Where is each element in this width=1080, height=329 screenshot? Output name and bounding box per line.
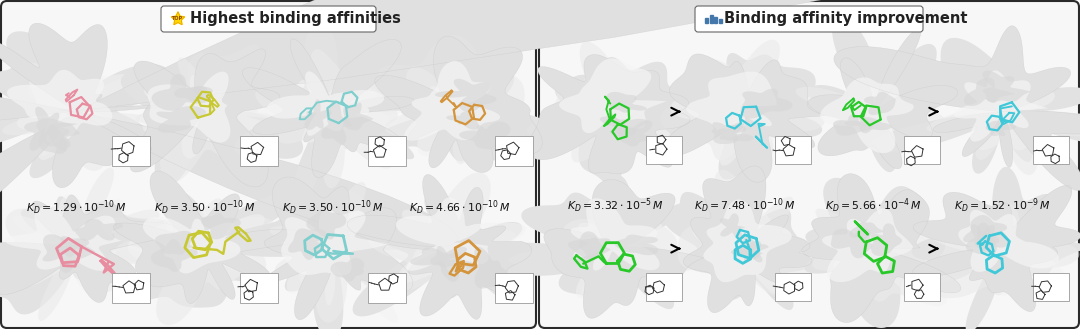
Bar (718, 19, 721, 23)
Polygon shape (680, 40, 824, 160)
Polygon shape (913, 185, 1080, 312)
Polygon shape (430, 246, 461, 282)
Text: TOP: TOP (173, 16, 184, 21)
Polygon shape (281, 209, 390, 275)
Polygon shape (459, 122, 511, 150)
Polygon shape (831, 229, 873, 258)
Polygon shape (127, 208, 265, 292)
FancyBboxPatch shape (496, 273, 534, 303)
Polygon shape (615, 235, 658, 255)
Polygon shape (986, 121, 1016, 136)
Polygon shape (808, 17, 940, 172)
Polygon shape (225, 190, 401, 329)
Polygon shape (828, 59, 945, 149)
Polygon shape (718, 122, 754, 141)
Polygon shape (820, 77, 914, 153)
Polygon shape (348, 174, 531, 319)
Polygon shape (234, 22, 424, 210)
Polygon shape (963, 215, 1009, 248)
Polygon shape (57, 236, 90, 257)
FancyBboxPatch shape (112, 136, 150, 166)
Text: $K_D = 7.48 \cdot 10^{-10}\,M$: $K_D = 7.48 \cdot 10^{-10}\,M$ (693, 196, 795, 215)
FancyBboxPatch shape (904, 136, 941, 164)
FancyBboxPatch shape (240, 273, 278, 303)
Polygon shape (446, 111, 478, 130)
Polygon shape (579, 238, 610, 260)
Polygon shape (796, 70, 945, 159)
Polygon shape (509, 175, 705, 309)
Polygon shape (267, 71, 384, 136)
Polygon shape (912, 167, 1080, 329)
Polygon shape (375, 36, 542, 172)
Polygon shape (16, 64, 134, 161)
Polygon shape (386, 64, 525, 164)
Polygon shape (568, 231, 611, 259)
Polygon shape (599, 116, 647, 137)
Polygon shape (703, 199, 792, 282)
Polygon shape (353, 194, 585, 316)
Polygon shape (102, 191, 312, 308)
Polygon shape (265, 177, 413, 320)
Polygon shape (330, 258, 364, 282)
Polygon shape (368, 172, 516, 294)
FancyBboxPatch shape (646, 273, 683, 301)
Polygon shape (113, 171, 312, 304)
Polygon shape (343, 103, 374, 130)
Polygon shape (948, 71, 1055, 150)
Polygon shape (24, 107, 78, 151)
FancyBboxPatch shape (775, 136, 811, 164)
Polygon shape (974, 223, 999, 255)
Text: $K_D = 4.66 \cdot 10^{-10}\,M$: $K_D = 4.66 \cdot 10^{-10}\,M$ (409, 199, 511, 217)
Polygon shape (172, 12, 185, 25)
Polygon shape (661, 54, 824, 182)
Polygon shape (870, 223, 902, 256)
Polygon shape (606, 92, 647, 113)
Polygon shape (151, 74, 213, 111)
Text: Highest binding affinities: Highest binding affinities (190, 12, 401, 27)
Polygon shape (927, 206, 1067, 296)
Polygon shape (983, 71, 1030, 102)
Polygon shape (307, 210, 347, 240)
Text: $K_D = 1.52 \cdot 10^{-9}\,M$: $K_D = 1.52 \cdot 10^{-9}\,M$ (954, 196, 1051, 215)
Polygon shape (677, 170, 809, 310)
Polygon shape (242, 39, 414, 178)
Polygon shape (76, 219, 123, 241)
FancyBboxPatch shape (1034, 136, 1069, 164)
Polygon shape (570, 198, 660, 270)
Polygon shape (528, 55, 690, 174)
Polygon shape (544, 180, 704, 318)
Polygon shape (392, 43, 499, 156)
Polygon shape (563, 207, 662, 299)
Polygon shape (283, 211, 405, 323)
FancyBboxPatch shape (1, 1, 536, 328)
Polygon shape (410, 247, 476, 267)
Polygon shape (174, 86, 214, 101)
Polygon shape (617, 120, 653, 147)
Polygon shape (396, 200, 526, 297)
Polygon shape (474, 247, 508, 289)
Polygon shape (687, 72, 777, 138)
FancyBboxPatch shape (539, 1, 1079, 328)
Polygon shape (0, 196, 174, 315)
Polygon shape (148, 72, 230, 142)
Polygon shape (801, 174, 961, 322)
Polygon shape (136, 58, 311, 184)
Polygon shape (712, 122, 746, 144)
FancyBboxPatch shape (1034, 273, 1069, 301)
Polygon shape (738, 237, 769, 259)
FancyBboxPatch shape (904, 273, 941, 301)
FancyBboxPatch shape (646, 136, 683, 164)
Polygon shape (805, 178, 928, 328)
Polygon shape (741, 89, 793, 119)
Polygon shape (143, 70, 428, 159)
Text: $K_D = 5.66 \cdot 10^{-4}\,M$: $K_D = 5.66 \cdot 10^{-4}\,M$ (825, 196, 922, 215)
Polygon shape (10, 194, 151, 293)
Polygon shape (660, 53, 822, 180)
Polygon shape (671, 79, 786, 165)
Text: Binding affinity improvement: Binding affinity improvement (724, 12, 968, 27)
Polygon shape (369, 35, 544, 161)
Text: $K_D = 3.50 \cdot 10^{-10}\,M$: $K_D = 3.50 \cdot 10^{-10}\,M$ (282, 199, 383, 217)
Polygon shape (719, 214, 745, 240)
Polygon shape (2, 63, 146, 171)
